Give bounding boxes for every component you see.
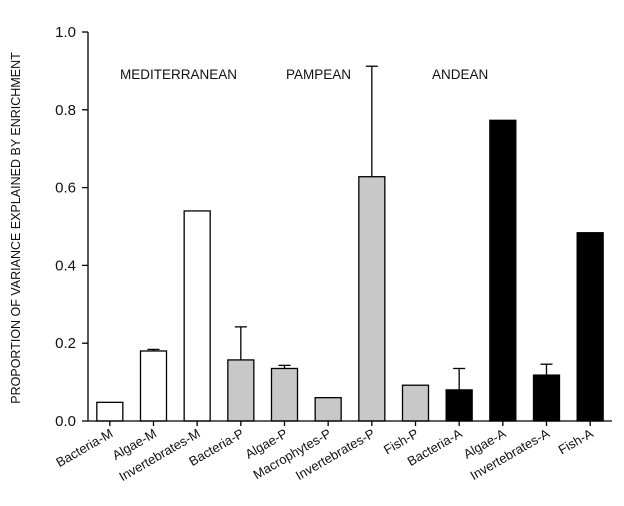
bar-invertebrates-p [358, 176, 386, 422]
region-label-p: PAMPEAN [286, 67, 351, 82]
bar-bacteria-a [445, 389, 473, 422]
bar-macrophytes-p [314, 397, 342, 422]
error-bars-group [147, 65, 553, 390]
bar-bacteria-m [96, 401, 124, 422]
bars-group [96, 119, 604, 422]
bar-fish-p [401, 384, 430, 422]
y-axis-title: PROPORTION OF VARIANCE EXPLAINED BY ENRI… [9, 52, 23, 404]
bar-algae-p [270, 367, 299, 422]
bar-algae-m [139, 350, 168, 422]
bar-invertebrates-a [532, 374, 561, 422]
region-label-a: ANDEAN [432, 67, 488, 82]
y-tick-label: 0.2 [55, 335, 76, 352]
y-tick-label: 0.4 [55, 257, 76, 274]
x-tick-label: Fish-A [556, 425, 596, 457]
bar-algae-a [489, 119, 517, 422]
bar-bacteria-p [227, 359, 255, 422]
y-tick-label: 1.0 [55, 24, 76, 41]
x-tick-label: Bacteria-M [53, 426, 115, 470]
y-tick-label: 0.8 [55, 102, 76, 119]
bar-fish-a [576, 232, 604, 422]
y-tick-label: 0.6 [55, 180, 76, 197]
region-label-m: MEDITERRANEAN [120, 67, 237, 82]
y-tick-label: 0.0 [55, 413, 76, 430]
axes-group [82, 31, 612, 426]
bar-invertebrates-m [183, 210, 211, 422]
